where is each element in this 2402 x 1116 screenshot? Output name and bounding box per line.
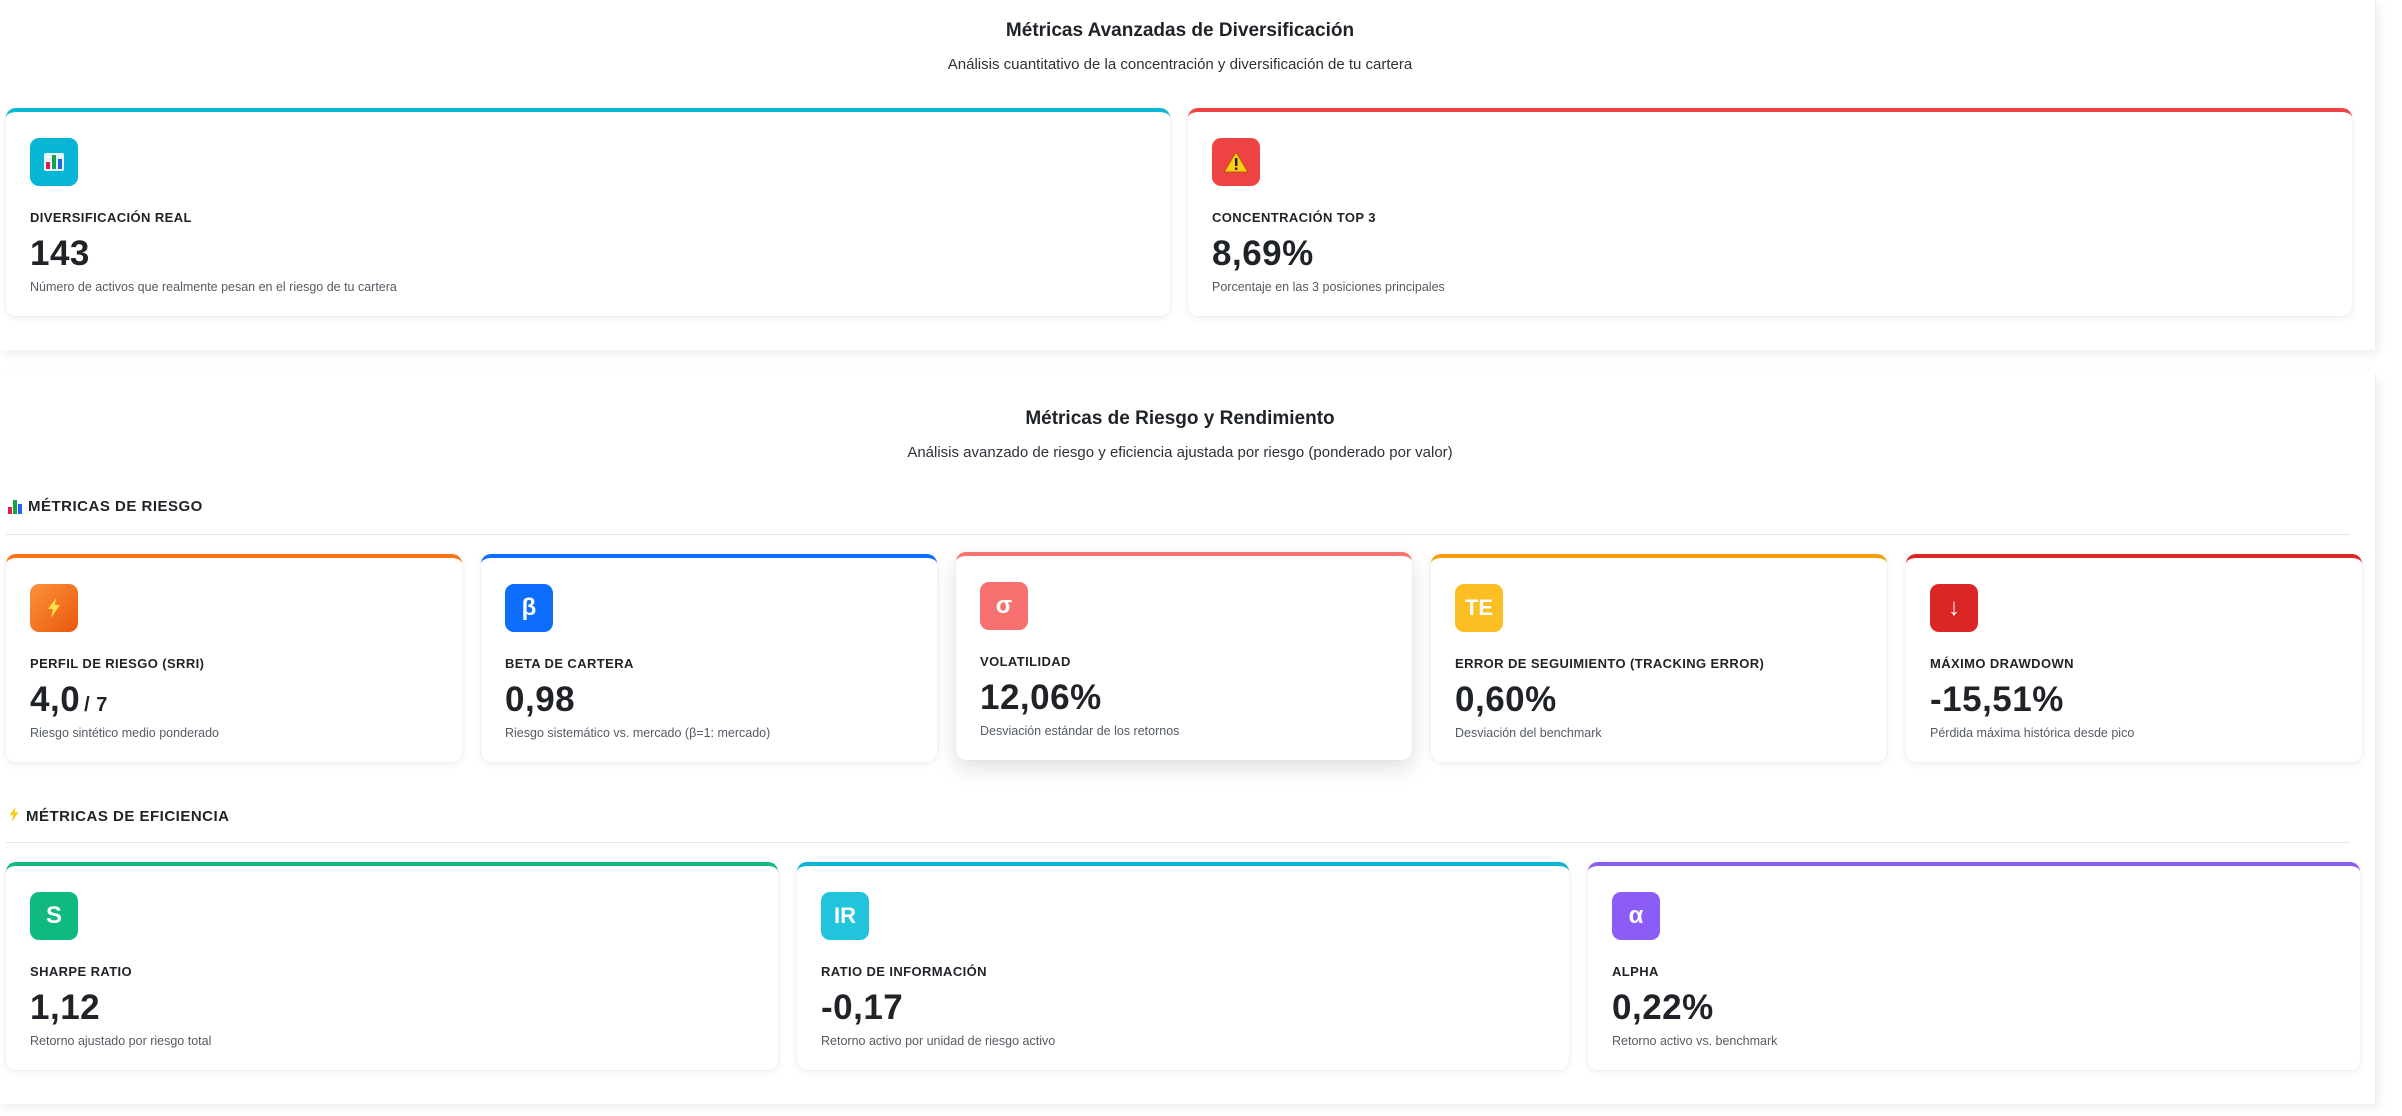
sharpe-ratio-card: S SHARPE RATIO 1,12 Retorno ajustado por… — [6, 862, 778, 1070]
diversification-real-card: DIVERSIFICACIÓN REAL 143 Número de activ… — [6, 108, 1170, 316]
bar-chart-icon — [30, 138, 78, 186]
card-label: SHARPE RATIO — [30, 964, 133, 979]
beta-card: β BETA DE CARTERA 0,98 Riesgo sistemátic… — [481, 554, 937, 762]
max-drawdown-card: ↓ MÁXIMO DRAWDOWN -15,51% Pérdida máxima… — [1906, 554, 2362, 762]
card-label: CONCENTRACIÓN TOP 3 — [1212, 210, 1376, 225]
beta-icon: β — [505, 584, 553, 632]
card-description: Desviación estándar de los retornos — [980, 724, 1180, 738]
card-value: 0,22% — [1612, 988, 1714, 1027]
srri-card: PERFIL DE RIESGO (SRRI) 4,0/ 7 Riesgo si… — [6, 554, 462, 762]
efficiency-section-heading: MÉTRICAS DE EFICIENCIA — [8, 806, 230, 827]
card-value: 0,60% — [1455, 680, 1557, 719]
risk-section-heading: MÉTRICAS DE RIESGO — [8, 498, 203, 515]
lightning-icon — [8, 806, 20, 827]
card-description: Retorno ajustado por riesgo total — [30, 1034, 212, 1048]
divider — [6, 534, 2350, 535]
card-value-number: 4,0 — [30, 680, 81, 719]
information-ratio-card: IR RATIO DE INFORMACIÓN -0,17 Retorno ac… — [797, 862, 1569, 1070]
arrow-down-icon: ↓ — [1930, 584, 1978, 632]
card-description: Pérdida máxima histórica desde pico — [1930, 726, 2135, 740]
risk-return-subtitle: Análisis avanzado de riesgo y eficiencia… — [907, 444, 1453, 461]
card-value: 4,0/ 7 — [30, 680, 108, 720]
volatility-card: σ VOLATILIDAD 12,06% Desviación estándar… — [956, 552, 1412, 760]
bar-chart-icon — [8, 499, 22, 514]
card-label: ERROR DE SEGUIMIENTO (TRACKING ERROR) — [1455, 656, 1765, 671]
card-value: -15,51% — [1930, 680, 2064, 719]
information-ratio-icon: IR — [821, 892, 869, 940]
concentration-top3-card: CONCENTRACIÓN TOP 3 8,69% Porcentaje en … — [1188, 108, 2352, 316]
card-label: BETA DE CARTERA — [505, 656, 634, 671]
card-label: ALPHA — [1612, 964, 1659, 979]
tracking-error-card: TE ERROR DE SEGUIMIENTO (TRACKING ERROR)… — [1431, 554, 1887, 762]
card-label: PERFIL DE RIESGO (SRRI) — [30, 656, 205, 671]
sharpe-icon: S — [30, 892, 78, 940]
card-label: RATIO DE INFORMACIÓN — [821, 964, 987, 979]
alpha-card: α ALPHA 0,22% Retorno activo vs. benchma… — [1588, 862, 2360, 1070]
card-description: Número de activos que realmente pesan en… — [30, 280, 397, 294]
card-description: Riesgo sistemático vs. mercado (β=1: mer… — [505, 726, 771, 740]
card-value: 143 — [30, 234, 90, 273]
card-value: 8,69% — [1212, 234, 1314, 273]
card-label: VOLATILIDAD — [980, 654, 1071, 669]
tracking-error-icon: TE — [1455, 584, 1503, 632]
section-title: MÉTRICAS DE RIESGO — [28, 498, 203, 515]
card-value-suffix: / 7 — [84, 694, 108, 716]
divider — [6, 842, 2350, 843]
lightning-icon — [30, 584, 78, 632]
card-value: 0,98 — [505, 680, 576, 719]
card-value: -0,17 — [821, 988, 904, 1027]
risk-return-title: Métricas de Riesgo y Rendimiento — [1025, 408, 1335, 429]
card-label: DIVERSIFICACIÓN REAL — [30, 210, 192, 225]
card-description: Desviación del benchmark — [1455, 726, 1602, 740]
sigma-icon: σ — [980, 582, 1028, 630]
card-description: Porcentaje en las 3 posiciones principal… — [1212, 280, 1445, 294]
card-description: Retorno activo vs. benchmark — [1612, 1034, 1778, 1048]
warning-icon — [1212, 138, 1260, 186]
card-label: MÁXIMO DRAWDOWN — [1930, 656, 2074, 671]
alpha-icon: α — [1612, 892, 1660, 940]
section-title: MÉTRICAS DE EFICIENCIA — [26, 808, 230, 825]
card-description: Retorno activo por unidad de riesgo acti… — [821, 1034, 1056, 1048]
card-value: 12,06% — [980, 678, 1102, 717]
diversification-panel: Métricas Avanzadas de Diversificación An… — [0, 0, 2376, 350]
diversification-title: Métricas Avanzadas de Diversificación — [1005, 20, 1355, 41]
diversification-subtitle: Análisis cuantitativo de la concentració… — [947, 56, 1413, 73]
card-description: Riesgo sintético medio ponderado — [30, 726, 220, 740]
risk-return-panel: Métricas de Riesgo y Rendimiento Análisi… — [0, 374, 2376, 1104]
card-value: 1,12 — [30, 988, 101, 1027]
